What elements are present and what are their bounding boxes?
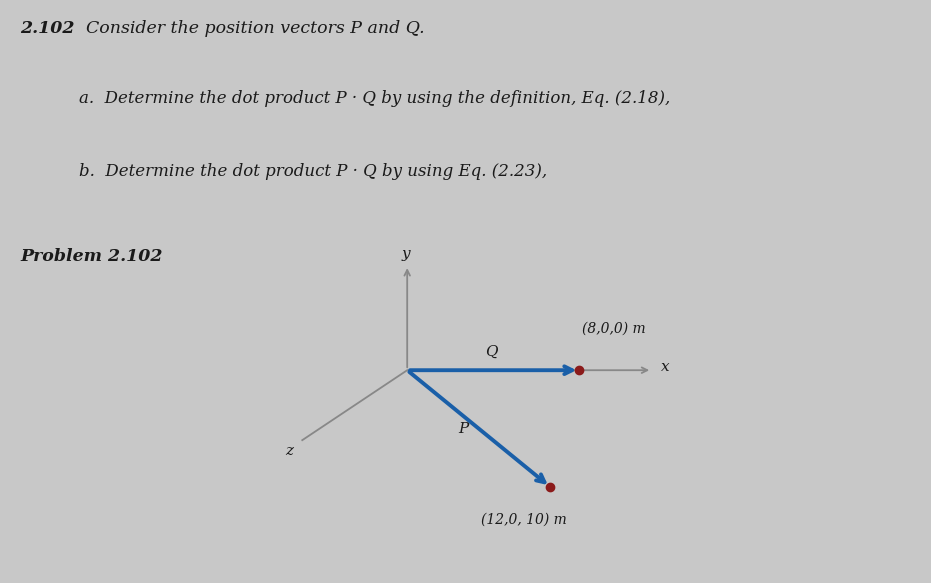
Text: Problem 2.102: Problem 2.102 xyxy=(20,248,163,265)
Text: Consider the position vectors P and Q.: Consider the position vectors P and Q. xyxy=(86,20,425,37)
Text: a.  Determine the dot product P · Q by using the definition, Eq. (2.18),: a. Determine the dot product P · Q by us… xyxy=(79,90,670,107)
Text: x: x xyxy=(661,360,669,374)
Text: Q: Q xyxy=(485,345,498,359)
Text: (12,0, 10) m: (12,0, 10) m xyxy=(481,513,567,527)
Text: z: z xyxy=(286,444,293,458)
Text: P: P xyxy=(458,422,468,436)
Text: 2.102: 2.102 xyxy=(20,20,75,37)
Text: b.  Determine the dot product P · Q by using Eq. (2.23),: b. Determine the dot product P · Q by us… xyxy=(79,163,547,180)
Text: (8,0,0) m: (8,0,0) m xyxy=(582,321,646,335)
Text: y: y xyxy=(401,247,410,261)
